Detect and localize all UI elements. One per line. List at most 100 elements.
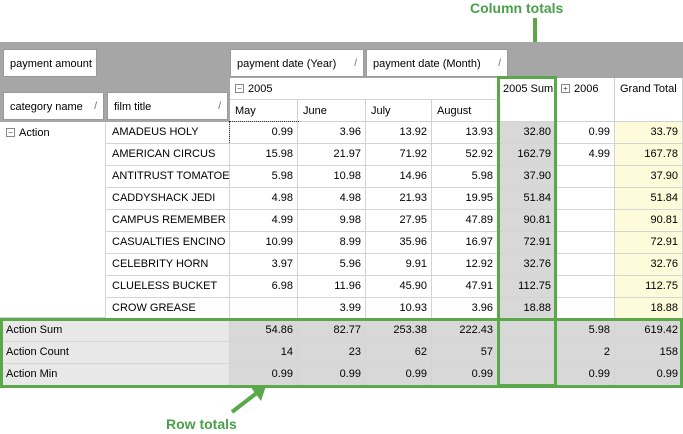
value-cell[interactable]: 47.91 — [432, 276, 498, 298]
value-cell[interactable]: 4.98 — [298, 188, 366, 210]
value-cell[interactable]: 11.96 — [298, 276, 366, 298]
value-cell[interactable]: 5.98 — [432, 166, 498, 188]
value-cell[interactable]: 47.89 — [432, 210, 498, 232]
value-cell[interactable]: 12.92 — [432, 254, 498, 276]
value-cell[interactable]: 3.96 — [298, 122, 366, 144]
column-header-month[interactable]: July — [366, 100, 432, 122]
column-field-year-button[interactable]: payment date (Year) / — [230, 49, 364, 77]
row-film-title[interactable]: CELEBRITY HORN — [106, 254, 230, 276]
column-header-month[interactable]: June — [298, 100, 366, 122]
value-cell[interactable]: 5.98 — [230, 166, 298, 188]
total-cell[interactable]: 5.98 — [556, 320, 615, 342]
value-cell[interactable] — [556, 166, 615, 188]
total-cell[interactable]: 222.43 — [432, 320, 498, 342]
year-sum-cell[interactable]: 72.91 — [498, 232, 556, 254]
value-cell[interactable]: 4.99 — [230, 210, 298, 232]
value-cell[interactable]: 10.93 — [366, 298, 432, 320]
year-sum-cell[interactable]: 37.90 — [498, 166, 556, 188]
total-cell[interactable]: 0.99 — [366, 364, 432, 386]
row-film-title[interactable]: CADDYSHACK JEDI — [106, 188, 230, 210]
value-cell[interactable]: 0.99 — [229, 121, 299, 145]
value-cell[interactable]: 71.92 — [366, 144, 432, 166]
sort-icon: / — [218, 101, 221, 112]
value-cell[interactable]: 35.96 — [366, 232, 432, 254]
total-cell[interactable]: 2 — [556, 342, 615, 364]
value-cell[interactable]: 10.99 — [230, 232, 298, 254]
row-film-title[interactable]: AMERICAN CIRCUS — [106, 144, 230, 166]
grand-total-cell[interactable]: 167.78 — [615, 144, 683, 166]
grand-total-cell[interactable]: 51.84 — [615, 188, 683, 210]
row-field-category-button[interactable]: category name / — [3, 92, 104, 120]
year-sum-cell[interactable]: 32.80 — [498, 122, 556, 144]
value-cell[interactable] — [556, 210, 615, 232]
data-field-button[interactable]: payment amount — [3, 49, 97, 77]
total-row-label: Action Min — [0, 364, 230, 386]
value-cell[interactable]: 19.95 — [432, 188, 498, 210]
row-film-title[interactable]: ANTITRUST TOMATOES — [106, 166, 230, 188]
value-cell[interactable]: 21.97 — [298, 144, 366, 166]
value-cell[interactable]: 4.98 — [230, 188, 298, 210]
column-header-month[interactable]: August — [432, 100, 498, 122]
grand-total-cell[interactable]: 90.81 — [615, 210, 683, 232]
value-cell[interactable]: 10.98 — [298, 166, 366, 188]
collapse-icon[interactable]: − — [235, 84, 244, 93]
total-cell[interactable]: 54.86 — [230, 320, 298, 342]
value-cell[interactable] — [556, 254, 615, 276]
value-cell[interactable] — [556, 276, 615, 298]
value-cell[interactable]: 45.90 — [366, 276, 432, 298]
value-cell[interactable]: 4.99 — [556, 144, 615, 166]
expand-icon[interactable]: + — [561, 84, 570, 93]
row-film-title[interactable]: AMADEUS HOLY — [106, 122, 230, 144]
column-header-2006[interactable]: +2006 — [556, 78, 615, 122]
value-cell[interactable]: 9.98 — [298, 210, 366, 232]
total-cell[interactable]: 253.38 — [366, 320, 432, 342]
value-cell[interactable]: 52.92 — [432, 144, 498, 166]
value-cell[interactable] — [556, 232, 615, 254]
value-cell[interactable]: 6.98 — [230, 276, 298, 298]
grand-total-cell[interactable]: 33.79 — [615, 122, 683, 144]
value-cell[interactable]: 13.92 — [366, 122, 432, 144]
column-header-2005[interactable]: −2005 — [230, 78, 498, 100]
row-category-action[interactable]: − Action — [0, 122, 106, 318]
value-cell[interactable]: 5.96 — [298, 254, 366, 276]
row-film-title[interactable]: CLUELESS BUCKET — [106, 276, 230, 298]
value-cell[interactable]: 15.98 — [230, 144, 298, 166]
value-cell[interactable]: 3.99 — [298, 298, 366, 320]
year-sum-cell[interactable]: 162.79 — [498, 144, 556, 166]
row-field-film-button[interactable]: film title / — [107, 92, 228, 120]
value-cell[interactable]: 8.99 — [298, 232, 366, 254]
grand-total-cell[interactable]: 37.90 — [615, 166, 683, 188]
value-cell[interactable] — [230, 298, 298, 320]
value-cell[interactable]: 16.97 — [432, 232, 498, 254]
total-cell[interactable]: 158 — [615, 342, 683, 364]
value-cell[interactable]: 0.99 — [556, 122, 615, 144]
year-sum-cell[interactable]: 90.81 — [498, 210, 556, 232]
value-cell[interactable]: 21.93 — [366, 188, 432, 210]
value-cell[interactable]: 3.96 — [432, 298, 498, 320]
grand-total-cell[interactable]: 112.75 — [615, 276, 683, 298]
grand-total-cell[interactable]: 18.88 — [615, 298, 683, 320]
row-film-title[interactable]: CASUALTIES ENCINO — [106, 232, 230, 254]
value-cell[interactable]: 3.97 — [230, 254, 298, 276]
value-cell[interactable]: 14.96 — [366, 166, 432, 188]
value-cell[interactable]: 9.91 — [366, 254, 432, 276]
row-totals-highlight — [0, 318, 683, 388]
grand-total-cell[interactable]: 32.76 — [615, 254, 683, 276]
year-sum-cell[interactable]: 112.75 — [498, 276, 556, 298]
column-header-month[interactable]: May — [230, 100, 298, 122]
total-cell[interactable]: 14 — [230, 342, 298, 364]
row-film-title[interactable]: CROW GREASE — [106, 298, 230, 320]
total-cell[interactable]: 82.77 — [298, 320, 366, 342]
value-cell[interactable] — [556, 188, 615, 210]
grand-total-cell[interactable]: 72.91 — [615, 232, 683, 254]
year-sum-cell[interactable]: 32.76 — [498, 254, 556, 276]
total-cell[interactable]: 23 — [298, 342, 366, 364]
value-cell[interactable]: 13.93 — [432, 122, 498, 144]
value-cell[interactable] — [556, 298, 615, 320]
column-header-grand-total: Grand Total — [615, 78, 683, 122]
total-cell[interactable]: 62 — [366, 342, 432, 364]
row-film-title[interactable]: CAMPUS REMEMBER — [106, 210, 230, 232]
collapse-icon[interactable]: − — [6, 128, 15, 137]
value-cell[interactable]: 27.95 — [366, 210, 432, 232]
column-field-month-button[interactable]: payment date (Month) / — [366, 49, 508, 77]
